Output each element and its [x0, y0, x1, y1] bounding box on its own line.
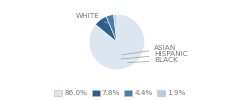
Text: BLACK: BLACK: [128, 57, 178, 64]
Legend: 86.0%, 7.8%, 4.4%, 1.9%: 86.0%, 7.8%, 4.4%, 1.9%: [54, 90, 186, 96]
Wedge shape: [96, 16, 117, 42]
Text: ASIAN: ASIAN: [122, 45, 176, 55]
Wedge shape: [114, 14, 117, 42]
Text: WHITE: WHITE: [75, 13, 110, 24]
Wedge shape: [106, 14, 117, 42]
Text: HISPANIC: HISPANIC: [121, 51, 188, 59]
Wedge shape: [89, 14, 144, 70]
